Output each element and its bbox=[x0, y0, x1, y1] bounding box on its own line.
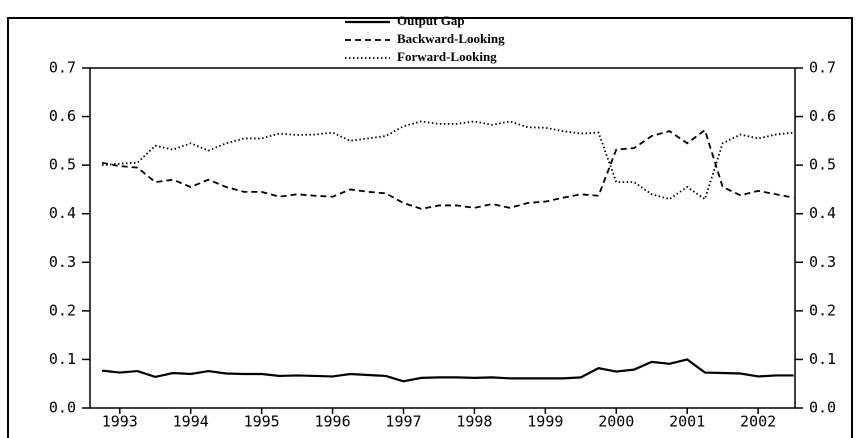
y-tick-label: 0.1 bbox=[49, 350, 76, 368]
y2-tick-label: 0.3 bbox=[809, 253, 836, 271]
y-tick-label: 0.4 bbox=[49, 204, 76, 222]
x-tick-label: 1999 bbox=[527, 413, 563, 431]
x-tick-label: 2002 bbox=[740, 413, 776, 431]
x-tick-label: 1997 bbox=[385, 413, 421, 431]
y-tick-label: 0.5 bbox=[49, 156, 76, 174]
y2-tick-label: 0.0 bbox=[809, 399, 836, 417]
y-tick-label: 0.0 bbox=[49, 399, 76, 417]
y2-tick-label: 0.2 bbox=[809, 301, 836, 319]
y2-tick-label: 0.1 bbox=[809, 350, 836, 368]
y2-tick-label: 0.4 bbox=[809, 204, 836, 222]
y-tick-label: 0.2 bbox=[49, 301, 76, 319]
legend-label: Output Gap bbox=[397, 13, 465, 28]
x-tick-label: 1994 bbox=[173, 413, 209, 431]
x-tick-label: 2000 bbox=[598, 413, 634, 431]
series-line bbox=[101, 120, 794, 201]
x-tick-label: 1993 bbox=[102, 413, 138, 431]
y-tick-label: 0.7 bbox=[49, 59, 76, 77]
legend-label: Forward-Looking bbox=[397, 49, 497, 64]
series-line bbox=[101, 358, 794, 383]
y2-tick-label: 0.7 bbox=[809, 59, 836, 77]
y-tick-label: 0.6 bbox=[49, 107, 76, 125]
y-tick-label: 0.3 bbox=[49, 253, 76, 271]
y2-tick-label: 0.5 bbox=[809, 156, 836, 174]
outer-frame bbox=[7, 17, 853, 438]
x-tick-label: 1996 bbox=[315, 413, 351, 431]
legend-label: Backward-Looking bbox=[397, 31, 505, 46]
plot-frame bbox=[89, 67, 796, 409]
series-line bbox=[101, 128, 794, 210]
y2-tick-label: 0.6 bbox=[809, 107, 836, 125]
x-tick-label: 1995 bbox=[244, 413, 280, 431]
x-tick-label: 2001 bbox=[669, 413, 705, 431]
x-tick-label: 1998 bbox=[456, 413, 492, 431]
